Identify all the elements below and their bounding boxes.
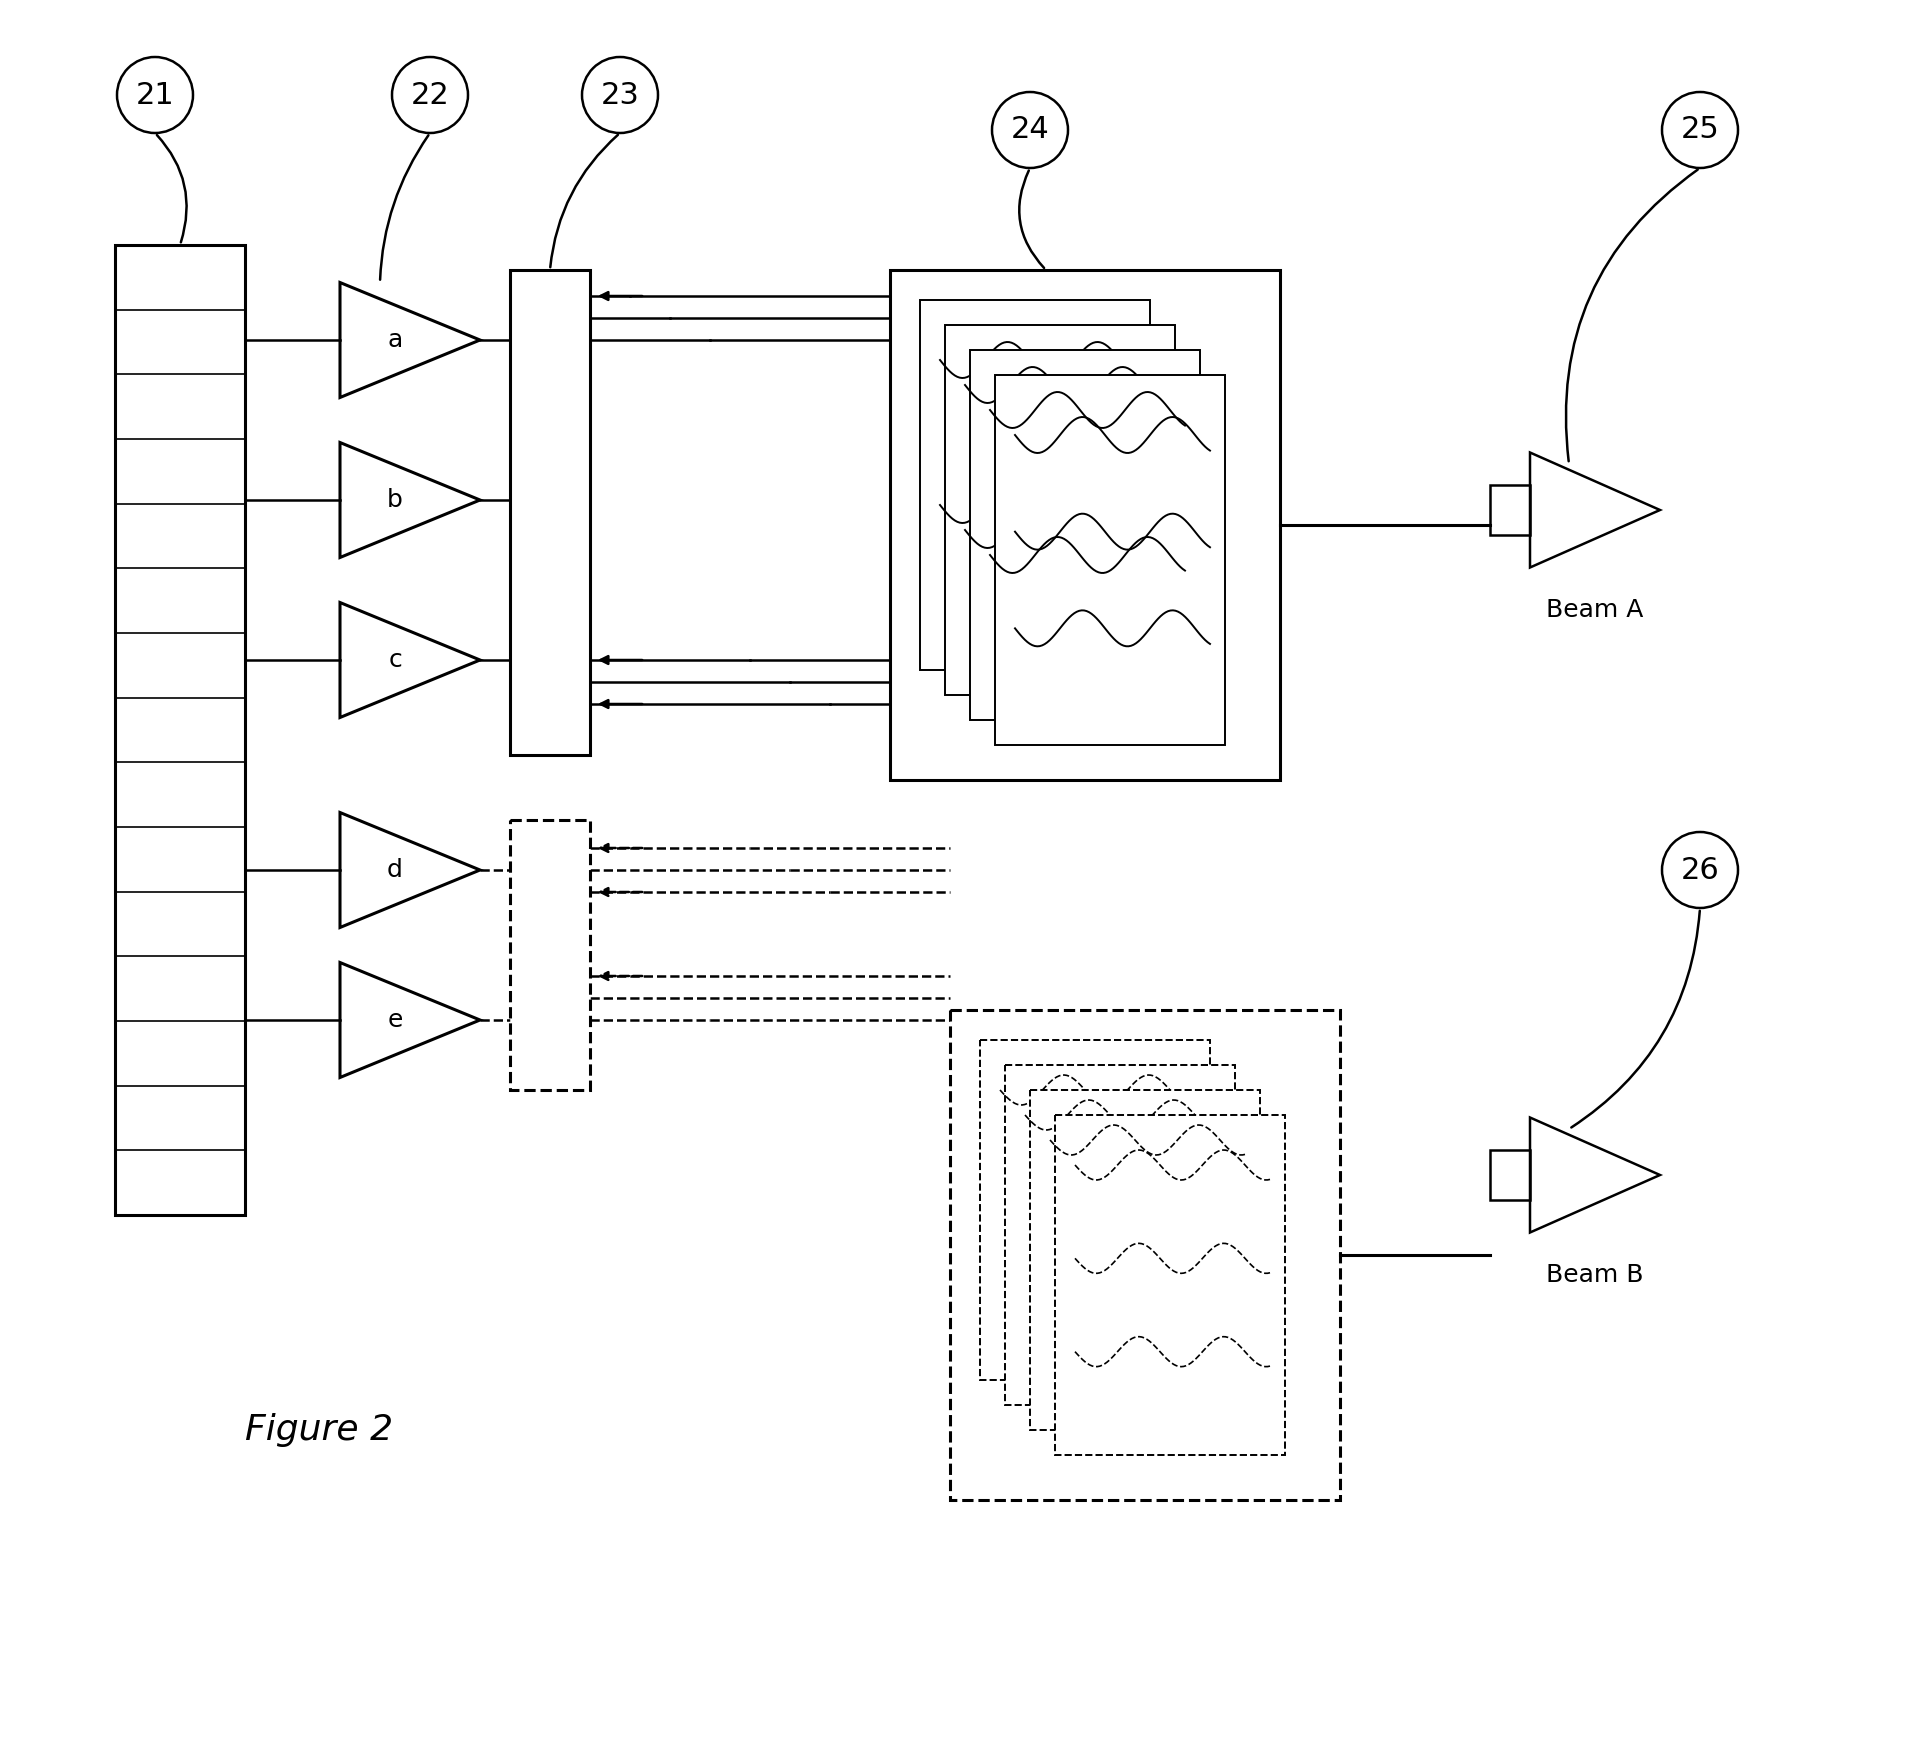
Text: 23: 23	[600, 80, 639, 110]
Bar	[1030, 1090, 1260, 1430]
Text: d: d	[387, 859, 403, 881]
Text: c: c	[387, 648, 403, 672]
Text: 25: 25	[1680, 115, 1719, 145]
Bar	[971, 350, 1201, 719]
Text: 21: 21	[136, 80, 175, 110]
Text: a: a	[387, 327, 403, 352]
Bar	[949, 1010, 1341, 1500]
Text: 26: 26	[1680, 855, 1719, 885]
Text: 24: 24	[1011, 115, 1049, 145]
Bar	[995, 375, 1226, 746]
Text: Beam B: Beam B	[1546, 1263, 1644, 1287]
Bar	[115, 246, 246, 1214]
Bar	[921, 300, 1151, 671]
Bar	[510, 820, 591, 1090]
Text: Beam A: Beam A	[1546, 598, 1644, 622]
Bar	[980, 1040, 1210, 1380]
Bar	[1490, 484, 1531, 535]
Bar	[890, 270, 1279, 780]
Text: e: e	[387, 1009, 403, 1031]
Bar	[1005, 1064, 1235, 1406]
Bar	[1490, 1150, 1531, 1200]
Text: 22: 22	[410, 80, 449, 110]
Bar	[1055, 1115, 1285, 1455]
Bar	[946, 326, 1176, 695]
Bar	[510, 270, 591, 754]
Text: b: b	[387, 488, 403, 512]
Text: Figure 2: Figure 2	[246, 1413, 393, 1448]
